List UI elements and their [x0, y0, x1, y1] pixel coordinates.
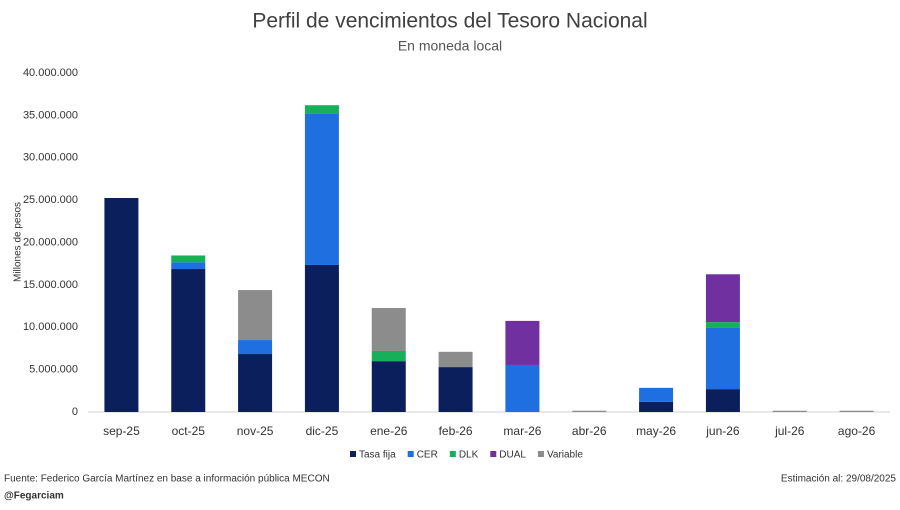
bar-segment: [171, 262, 206, 270]
bar-segment: [639, 401, 674, 412]
bar-segment: [705, 389, 740, 412]
source: Fuente: Federico García Martínez en base…: [4, 474, 330, 485]
y-axis-label: Millones de pesos: [13, 202, 24, 282]
legend-swatch: [537, 451, 544, 457]
bar-segment: [304, 105, 339, 114]
legend-label: CER: [417, 450, 438, 461]
bar-segment: [371, 361, 406, 412]
bar-segment: [839, 410, 874, 412]
x-tick-label: mar-26: [503, 424, 541, 438]
bar-segment: [772, 410, 807, 412]
legend-label: Variable: [547, 450, 583, 461]
x-tick-label: ene-26: [370, 424, 408, 438]
x-tick-label: feb-26: [439, 424, 473, 438]
y-tick-label: 15.000.000: [23, 279, 78, 291]
y-tick-label: 35.000.000: [23, 109, 78, 121]
y-tick-label: 25.000.000: [23, 194, 78, 206]
legend-label: DLK: [459, 450, 479, 461]
bar-segment: [304, 113, 339, 265]
bar-segment: [705, 274, 740, 323]
chart-subtitle: En moneda local: [398, 38, 502, 54]
author: @Fegarciam: [4, 491, 64, 502]
bar-segment: [705, 327, 740, 390]
legend-swatch: [490, 451, 497, 457]
bar-segment: [238, 354, 273, 412]
bar-segment: [371, 308, 406, 351]
y-tick-label: 5.000.000: [29, 364, 78, 376]
bar-segment: [639, 387, 674, 402]
bar-segment: [171, 269, 206, 412]
x-tick-label: jul-26: [774, 424, 805, 438]
x-tick-label: dic-25: [306, 424, 339, 438]
legend-swatch: [350, 451, 356, 457]
bar-segment: [505, 320, 540, 365]
y-tick-label: 0: [72, 406, 78, 418]
bar-segment: [304, 264, 339, 412]
bar-segment: [572, 410, 607, 412]
bar-segment: [171, 255, 206, 263]
x-tick-label: nov-25: [237, 424, 274, 438]
x-tick-label: sep-25: [103, 424, 140, 438]
legend-swatch: [449, 451, 456, 457]
x-tick-label: oct-25: [172, 424, 206, 438]
bar-segment: [238, 340, 273, 355]
x-tick-label: may-26: [636, 424, 676, 438]
bar-segment: [505, 364, 540, 412]
y-tick-label: 10.000.000: [23, 321, 78, 333]
bar-segment: [438, 367, 473, 412]
legend-swatch: [407, 451, 414, 457]
chart-title: Perfil de vencimientos del Tesoro Nacion…: [252, 10, 647, 33]
bar-segment: [705, 322, 740, 328]
y-tick-label: 30.000.000: [23, 152, 78, 164]
legend-label: DUAL: [499, 450, 526, 461]
note: Estimación al: 29/08/2025: [781, 474, 897, 485]
bar-segment: [371, 350, 406, 362]
bar-segment: [104, 198, 139, 412]
y-tick-label: 20.000.000: [23, 236, 78, 248]
bar-segment: [438, 351, 473, 368]
bar-segment: [238, 290, 273, 341]
x-tick-label: abr-26: [572, 424, 607, 438]
x-tick-label: jun-26: [705, 424, 740, 438]
y-tick-label: 40.000.000: [23, 67, 78, 79]
legend-label: Tasa fija: [359, 450, 396, 461]
x-tick-label: ago-26: [838, 424, 876, 438]
